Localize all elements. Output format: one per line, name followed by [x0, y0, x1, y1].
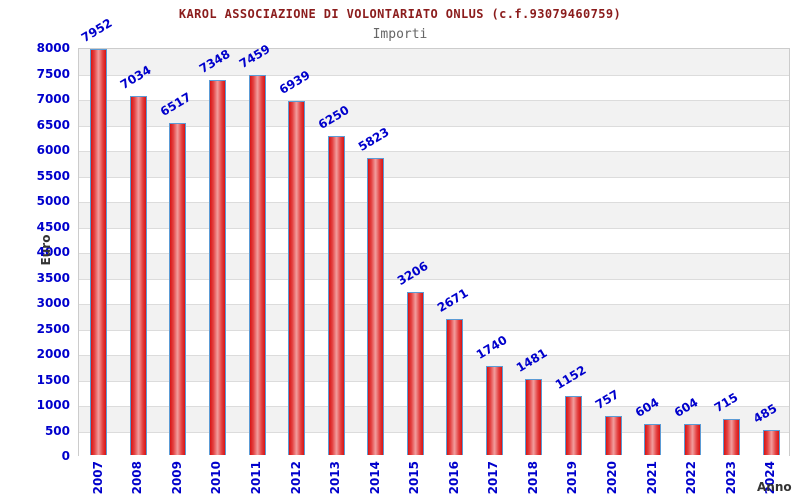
bar: [288, 101, 306, 455]
bar: [208, 80, 226, 455]
y-tick-label: 4500: [36, 219, 70, 234]
gridline: [79, 406, 789, 407]
y-axis-title: Euro: [39, 234, 53, 266]
grid-band: [79, 176, 789, 202]
x-tick-label: 2013: [328, 461, 343, 495]
y-tick-label: 5500: [36, 168, 70, 183]
y-tick-label: 1000: [36, 398, 70, 412]
bar: [525, 379, 543, 455]
x-tick-label: 2018: [525, 461, 540, 495]
x-tick-label: 2022: [684, 461, 699, 495]
gridline: [79, 125, 789, 127]
y-tick-label: 6500: [36, 117, 70, 132]
bar: [644, 424, 662, 455]
bar: [169, 122, 187, 455]
x-axis-title: Anno: [757, 480, 792, 494]
grid-band: [79, 100, 789, 126]
bar: [723, 418, 741, 455]
bar: [129, 96, 147, 455]
gridline: [79, 151, 789, 152]
chart-title: KAROL ASSOCIAZIONE DI VOLONTARIATO ONLUS…: [178, 7, 622, 21]
bar: [327, 136, 345, 455]
grid-band: [79, 329, 789, 355]
y-tick-label: 7000: [36, 92, 70, 106]
gridline: [79, 202, 789, 203]
chart-subtitle: Importi: [372, 27, 428, 42]
bar: [485, 366, 503, 455]
grid-band: [79, 380, 789, 406]
grid-band: [79, 74, 789, 100]
x-tick-label: 2008: [130, 461, 145, 495]
grid-band: [79, 355, 789, 381]
y-tick-label: 7500: [36, 66, 70, 81]
bar: [367, 158, 385, 455]
x-tick-label: 2020: [605, 461, 619, 495]
bar: [604, 416, 622, 455]
y-tick-label: 6000: [36, 143, 70, 157]
grid-band: [79, 278, 789, 304]
grid-band: [79, 49, 789, 75]
y-tick-label: 2500: [36, 321, 70, 336]
gridline: [79, 278, 789, 280]
gridline: [79, 355, 789, 356]
gridline: [79, 304, 789, 305]
gridline: [79, 227, 789, 229]
y-tick-label: 2000: [36, 347, 70, 361]
grid-band: [79, 253, 789, 279]
gridline: [79, 253, 789, 254]
bar: [248, 74, 266, 455]
bar: [406, 291, 424, 455]
grid-band: [79, 151, 789, 177]
gridline: [79, 100, 789, 101]
grid-band: [79, 431, 789, 457]
bar: [90, 49, 108, 455]
gridline: [79, 431, 789, 433]
x-tick-label: 2023: [723, 461, 738, 495]
bar: [446, 318, 464, 455]
y-tick-label: 5000: [36, 194, 70, 208]
x-tick-label: 2016: [446, 461, 461, 495]
x-tick-label: 2019: [565, 461, 580, 495]
y-tick-label: 4000: [36, 245, 70, 259]
x-tick-label: 2009: [169, 461, 184, 495]
x-tick-label: 2021: [644, 461, 659, 495]
y-tick-label: 1500: [36, 372, 70, 387]
y-tick-label: 3500: [36, 270, 70, 285]
x-tick-label: 2012: [288, 461, 303, 495]
grid-band: [79, 406, 789, 432]
plot-area: 7952 7034 6517 7348 7459 6939 6250 5823 3206 2671…: [78, 16, 790, 457]
x-tick-label: 2017: [486, 461, 501, 495]
x-tick-label: 2014: [367, 461, 382, 495]
y-tick-label: 500: [44, 423, 70, 438]
bar: [762, 430, 780, 455]
y-tick-label: 3000: [36, 296, 70, 310]
grid-band: [79, 227, 789, 253]
gridline: [79, 380, 789, 382]
y-tick-label: 8000: [36, 41, 70, 55]
x-tick-label: 2011: [249, 461, 263, 495]
bar: [564, 396, 582, 455]
gridline: [79, 176, 789, 178]
x-tick-label: 2010: [209, 461, 224, 495]
grid-band: [79, 202, 789, 228]
x-tick-label: 2007: [90, 461, 105, 495]
grid-band: [79, 125, 789, 151]
x-tick-label: 2015: [407, 461, 422, 495]
grid-band: [79, 304, 789, 330]
gridline: [79, 329, 789, 331]
y-tick-label: 0: [61, 449, 70, 463]
bar: [683, 424, 701, 455]
gridline: [79, 74, 789, 76]
